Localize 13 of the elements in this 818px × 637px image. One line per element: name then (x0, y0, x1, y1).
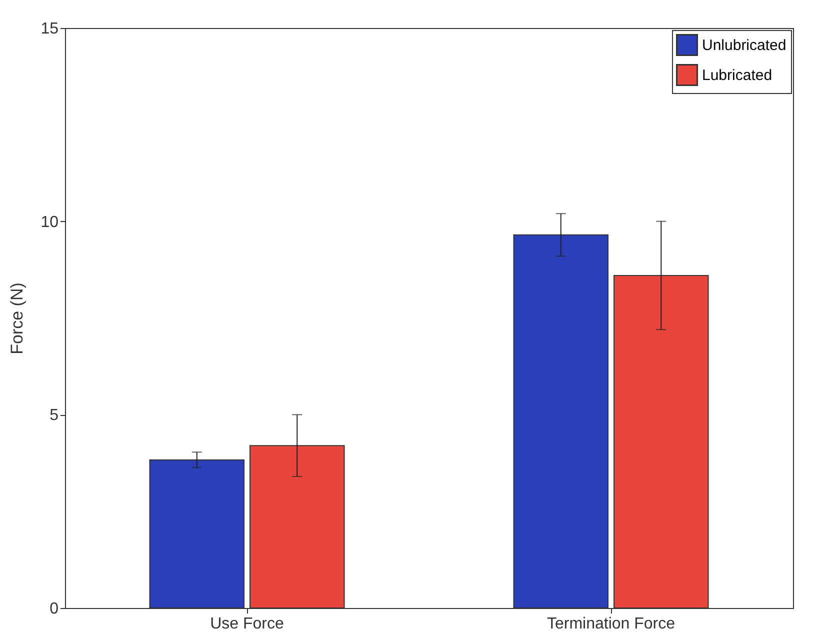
y-axis-title: Force (N) (8, 282, 27, 354)
x-tick-label: Use Force (210, 616, 284, 632)
legend-label: Unlubricated (702, 37, 786, 54)
bar (513, 234, 608, 608)
x-tick-label: Termination Force (546, 616, 676, 632)
bar (250, 445, 345, 608)
bar (614, 274, 709, 608)
bar (149, 459, 244, 608)
y-tick-label: 10 (40, 214, 59, 231)
y-tick-label: 0 (50, 600, 59, 618)
y-tick-label: 15 (40, 20, 59, 38)
legend-label: Lubricated (702, 67, 772, 84)
y-tick-label: 5 (50, 407, 59, 424)
